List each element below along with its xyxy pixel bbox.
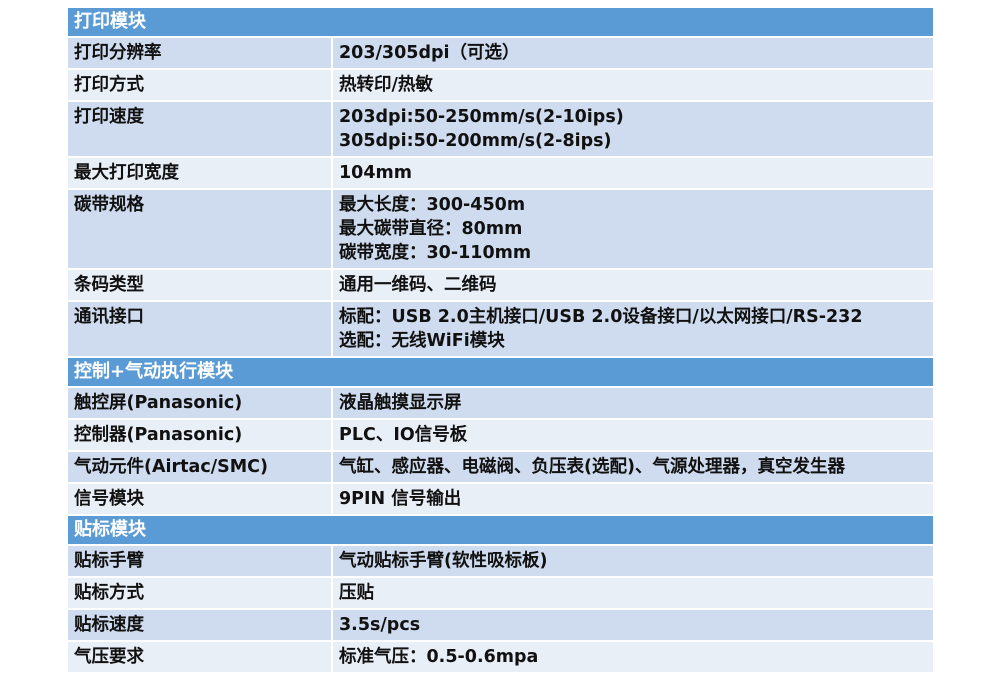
spec-value: 最大长度：300-450m 最大碳带直径：80mm 碳带宽度：30-110mm: [333, 190, 933, 268]
table-row: 打印分辨率 203/305dpi（可选）: [68, 38, 933, 68]
spec-value-line: 标配：USB 2.0主机接口/USB 2.0设备接口/以太网接口/RS-232: [339, 307, 863, 327]
spec-table: 打印模块 打印分辨率 203/305dpi（可选） 打印方式 热转印/热敏 打印速度 203…: [68, 8, 933, 674]
spec-value-line: 203/305dpi（可选）: [339, 43, 520, 63]
table-row: 通讯接口 标配：USB 2.0主机接口/USB 2.0设备接口/以太网接口/RS-…: [68, 302, 933, 356]
table-row: 打印速度 203dpi:50-250mm/s(2-10ips) 305dpi:50-…: [68, 102, 933, 156]
spec-value-line: 热转印/热敏: [339, 75, 433, 95]
spec-value: 203/305dpi（可选）: [333, 38, 933, 68]
spec-value-line: 液晶触摸显示屏: [339, 393, 462, 413]
spec-value-line: 305dpi:50-200mm/s(2-8ips): [339, 131, 612, 151]
table-row: 气动元件(Airtac/SMC) 气缸、感应器、电磁阀、负压表(选配)、气源处理器…: [68, 452, 933, 482]
spec-value-line: 气缸、感应器、电磁阀、负压表(选配)、气源处理器，真空发生器: [339, 457, 845, 477]
spec-value-line: 压贴: [339, 583, 374, 603]
spec-value-line: 气动贴标手臂(软性吸标板): [339, 551, 548, 571]
table-row: 条码类型 通用一维码、二维码: [68, 270, 933, 300]
table-row: 气压要求 标准气压：0.5-0.6mpa: [68, 642, 933, 672]
spec-label: 最大打印宽度: [68, 158, 331, 188]
table-row: 贴标手臂 气动贴标手臂(软性吸标板): [68, 546, 933, 576]
spec-value: 标配：USB 2.0主机接口/USB 2.0设备接口/以太网接口/RS-232 选…: [333, 302, 933, 356]
spec-value-line: 最大长度：300-450m: [339, 195, 526, 215]
spec-value-line: 最大碳带直径：80mm: [339, 219, 523, 239]
table-row: 贴标速度 3.5s/pcs: [68, 610, 933, 640]
table-row: 贴标方式 压贴: [68, 578, 933, 608]
spec-label: 控制器(Panasonic): [68, 420, 331, 450]
spec-value-line: 3.5s/pcs: [339, 615, 421, 635]
spec-value-line: 203dpi:50-250mm/s(2-10ips): [339, 107, 624, 127]
spec-label: 贴标方式: [68, 578, 331, 608]
spec-value: 气动贴标手臂(软性吸标板): [333, 546, 933, 576]
spec-label: 气动元件(Airtac/SMC): [68, 452, 331, 482]
table-row: 打印方式 热转印/热敏: [68, 70, 933, 100]
table-row: 信号模块 9PIN 信号输出: [68, 484, 933, 514]
spec-value-line: 9PIN 信号输出: [339, 489, 462, 509]
spec-label: 贴标手臂: [68, 546, 331, 576]
spec-label: 通讯接口: [68, 302, 331, 356]
spec-value: 通用一维码、二维码: [333, 270, 933, 300]
spec-value: 203dpi:50-250mm/s(2-10ips) 305dpi:50-200m…: [333, 102, 933, 156]
spec-value: 3.5s/pcs: [333, 610, 933, 640]
spec-value-line: 104mm: [339, 163, 412, 183]
spec-value: 9PIN 信号输出: [333, 484, 933, 514]
section-header: 打印模块: [68, 8, 933, 36]
table-row: 触控屏(Panasonic) 液晶触摸显示屏: [68, 388, 933, 418]
spec-label: 贴标速度: [68, 610, 331, 640]
spec-value: 压贴: [333, 578, 933, 608]
spec-value-line: 选配：无线WiFi模块: [339, 331, 505, 351]
table-row: 最大打印宽度 104mm: [68, 158, 933, 188]
spec-value-line: 碳带宽度：30-110mm: [339, 243, 532, 263]
spec-label: 碳带规格: [68, 190, 331, 268]
spec-value: PLC、IO信号板: [333, 420, 933, 450]
table-row: 碳带规格 最大长度：300-450m 最大碳带直径：80mm 碳带宽度：30-110m…: [68, 190, 933, 268]
spec-label: 触控屏(Panasonic): [68, 388, 331, 418]
spec-label: 气压要求: [68, 642, 331, 672]
spec-value: 标准气压：0.5-0.6mpa: [333, 642, 933, 672]
spec-value-line: PLC、IO信号板: [339, 425, 468, 445]
spec-label: 信号模块: [68, 484, 331, 514]
spec-value-line: 通用一维码、二维码: [339, 275, 497, 295]
section-header: 控制+气动执行模块: [68, 358, 933, 386]
spec-value: 104mm: [333, 158, 933, 188]
spec-label: 打印速度: [68, 102, 331, 156]
spec-value: 气缸、感应器、电磁阀、负压表(选配)、气源处理器，真空发生器: [333, 452, 933, 482]
section-header: 贴标模块: [68, 516, 933, 544]
spec-label: 打印方式: [68, 70, 331, 100]
table-row: 控制器(Panasonic) PLC、IO信号板: [68, 420, 933, 450]
spec-label: 条码类型: [68, 270, 331, 300]
spec-value: 热转印/热敏: [333, 70, 933, 100]
spec-label: 打印分辨率: [68, 38, 331, 68]
spec-value: 液晶触摸显示屏: [333, 388, 933, 418]
spec-value-line: 标准气压：0.5-0.6mpa: [339, 647, 539, 667]
